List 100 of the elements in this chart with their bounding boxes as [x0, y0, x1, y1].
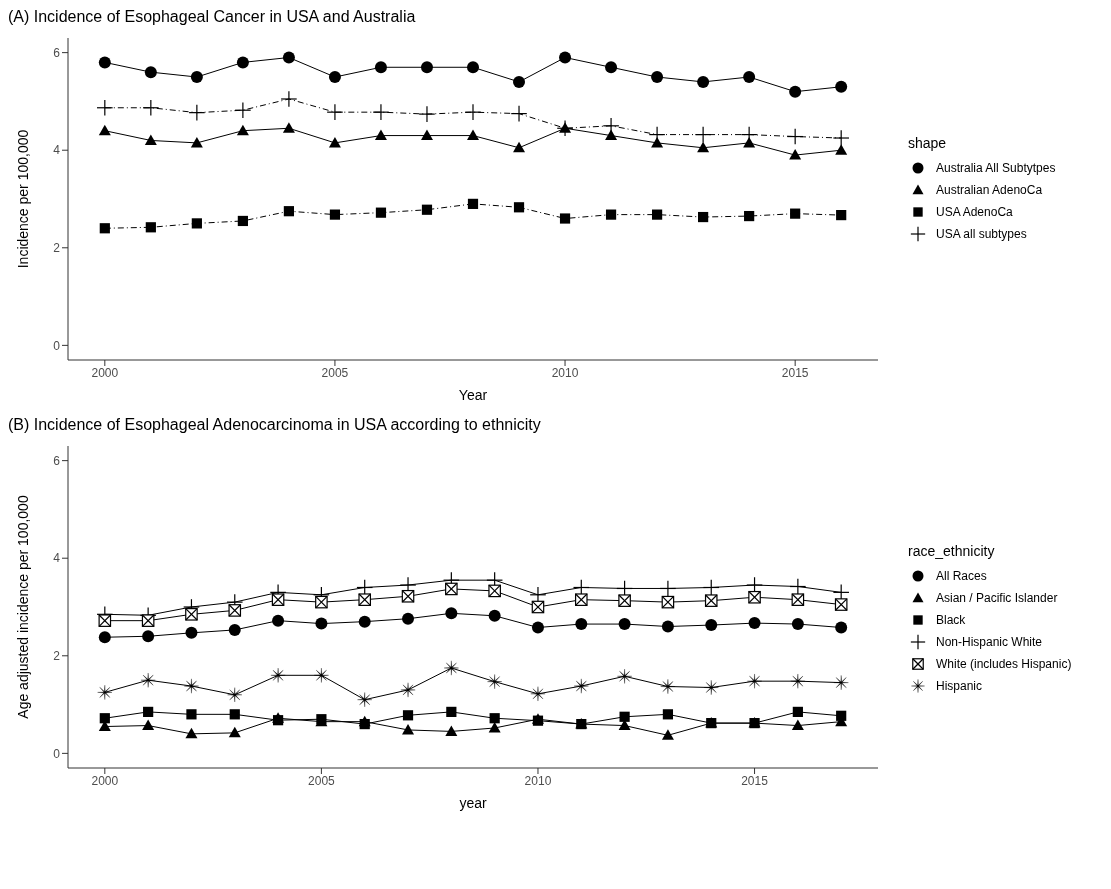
point [575, 618, 588, 631]
legend-label: Australia All Subtytpes [936, 161, 1056, 175]
point [791, 719, 804, 731]
point [513, 141, 526, 153]
point [744, 210, 755, 222]
y-tick-label: 6 [53, 45, 61, 60]
point [661, 729, 674, 740]
point [791, 618, 804, 631]
point [487, 674, 503, 689]
point [282, 51, 295, 64]
point [698, 211, 709, 223]
legend-title: race_ethnicity [908, 543, 996, 559]
point [236, 56, 249, 69]
point [573, 678, 589, 694]
legend-label: USA all subtypes [936, 227, 1027, 241]
point [98, 631, 111, 644]
point [228, 623, 241, 636]
point [358, 615, 371, 628]
y-axis-title: Incidence per 100,000 [14, 129, 31, 269]
y-tick-label: 0 [53, 746, 61, 761]
point [374, 61, 387, 74]
point [531, 621, 544, 634]
point [314, 667, 329, 683]
point [660, 679, 676, 694]
point [790, 673, 806, 689]
point [191, 218, 202, 229]
point [748, 617, 761, 630]
point [662, 709, 674, 720]
point [329, 209, 341, 220]
x-tick-label: 2005 [321, 365, 349, 380]
legend-label: All Races [936, 569, 987, 583]
point [743, 71, 756, 84]
point [283, 206, 295, 217]
point [445, 607, 458, 620]
chart-title: (B) Incidence of Esophageal Adenocarcinoma in USA according to ethnicity [8, 416, 542, 435]
point [145, 222, 156, 233]
point [559, 213, 571, 224]
point [98, 56, 111, 69]
point [446, 706, 457, 717]
point [142, 630, 155, 643]
point [236, 124, 249, 136]
point [328, 136, 341, 148]
point [617, 668, 632, 684]
point [97, 685, 113, 700]
y-tick-label: 4 [53, 143, 61, 158]
point [99, 713, 110, 724]
x-tick-label: 2010 [551, 365, 579, 380]
point [789, 85, 802, 98]
point [651, 71, 664, 84]
point [467, 61, 479, 74]
legend-label: White (includes Hispanic) [936, 657, 1072, 671]
point [99, 223, 110, 234]
point [190, 136, 203, 148]
y-tick-label: 4 [53, 551, 61, 566]
point [835, 621, 848, 634]
point [272, 614, 285, 627]
point [705, 619, 718, 632]
point [661, 620, 674, 633]
point [559, 51, 572, 64]
point [227, 687, 243, 703]
legend-label: Black [936, 613, 966, 627]
legend-label: Australian AdenoCa [936, 183, 1043, 197]
x-tick-label: 2000 [91, 365, 119, 380]
point [420, 61, 433, 74]
x-tick-label: 2010 [524, 773, 552, 788]
point [835, 80, 848, 93]
y-axis-title: Age adjusted incidence per 100,000 [14, 495, 31, 719]
point [142, 719, 155, 731]
point [140, 672, 156, 688]
x-tick-label: 2000 [91, 773, 119, 788]
x-tick-label: 2015 [741, 773, 769, 788]
point [530, 686, 546, 702]
point [488, 609, 501, 622]
x-axis-title: year [459, 795, 487, 811]
point [747, 673, 762, 689]
point [144, 66, 157, 79]
point [143, 706, 154, 717]
point [835, 144, 848, 155]
legend-title: shape [908, 135, 948, 151]
point [357, 692, 373, 708]
y-tick-label: 2 [53, 649, 61, 664]
point [605, 61, 618, 74]
point [270, 667, 286, 683]
chart-title: (A) Incidence of Esophageal Cancer in USA and Australia [8, 8, 417, 27]
point [467, 198, 479, 209]
legend-label: Non-Hispanic White [936, 635, 1043, 649]
y-tick-label: 2 [53, 241, 61, 256]
point [703, 680, 719, 695]
point [228, 726, 241, 738]
legend-label: USA AdenoCa [936, 205, 1013, 219]
point [186, 709, 197, 720]
point [697, 141, 710, 153]
point [282, 122, 295, 133]
point [467, 129, 479, 141]
point [237, 215, 248, 227]
point [402, 710, 414, 721]
point [421, 204, 433, 215]
x-tick-label: 2005 [308, 773, 336, 788]
point [618, 618, 631, 631]
point [98, 124, 111, 136]
